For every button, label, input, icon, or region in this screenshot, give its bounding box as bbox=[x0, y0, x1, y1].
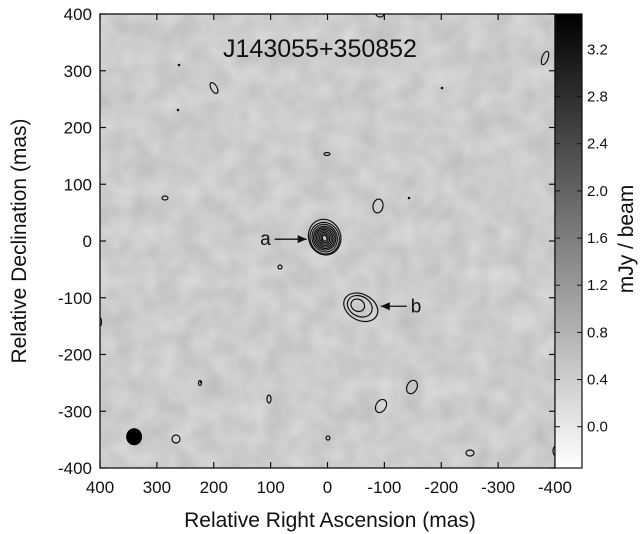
arrow-b-head bbox=[380, 302, 390, 311]
y-tick-label: -200 bbox=[58, 346, 92, 365]
beam-layer bbox=[126, 428, 143, 446]
colorbar-tick-label: 2.4 bbox=[587, 136, 608, 153]
contour-a-2 bbox=[311, 223, 338, 253]
y-tick-label: 300 bbox=[64, 62, 92, 81]
colorbar-tick-label: 1.6 bbox=[587, 230, 608, 247]
noise-contour-11 bbox=[465, 449, 475, 457]
noise-dot-1 bbox=[176, 108, 180, 112]
x-tick-label: 100 bbox=[256, 478, 284, 497]
x-tick-label: -300 bbox=[481, 478, 515, 497]
noise-contour-0 bbox=[375, 14, 385, 18]
restoring-beam bbox=[126, 428, 143, 446]
contour-a-9 bbox=[321, 234, 328, 242]
contour-a-1 bbox=[309, 221, 340, 255]
plot-title: J143055+350852 bbox=[223, 35, 417, 63]
x-tick-labels: 400 300 200 100 0 -100 -200 -300 -400 bbox=[86, 478, 572, 497]
x-tick-label: -100 bbox=[367, 478, 401, 497]
noise-contour-5 bbox=[161, 195, 169, 201]
noise-contour-12 bbox=[552, 445, 555, 457]
colorbar-tick-label: 2.8 bbox=[587, 89, 608, 106]
colorbar-tick-label: 1.2 bbox=[587, 277, 608, 294]
x-tick-label: -200 bbox=[424, 478, 458, 497]
y-axis-title: Relative Declination (mas) bbox=[8, 118, 31, 363]
noise-dot-4 bbox=[199, 380, 203, 384]
arrow-a-head bbox=[297, 235, 307, 244]
colorbar-tick-label: 0.4 bbox=[587, 372, 608, 389]
noise-dot-2 bbox=[440, 86, 444, 90]
component-annotations: ab bbox=[260, 229, 421, 317]
colorbar-tick-label: 0.8 bbox=[587, 324, 608, 341]
x-tick-label: 200 bbox=[200, 478, 228, 497]
contour-a-0 bbox=[307, 218, 342, 256]
y-tick-label: 0 bbox=[83, 232, 92, 251]
y-tick-label: -100 bbox=[58, 289, 92, 308]
noise-contour-8 bbox=[374, 398, 388, 414]
y-tick-label: -300 bbox=[58, 402, 92, 421]
x-tick-label: 400 bbox=[86, 478, 114, 497]
contour-a-3 bbox=[312, 225, 337, 251]
noise-contour-1 bbox=[540, 50, 550, 66]
noise-contour-7 bbox=[405, 379, 419, 395]
y-tick-label: 100 bbox=[64, 175, 92, 194]
colorbar-tick-label: 3.2 bbox=[587, 41, 608, 58]
component-label-b: b bbox=[411, 296, 422, 317]
y-tick-labels: 400 300 200 100 0 -100 -200 -300 -400 bbox=[58, 5, 92, 478]
noise-contour-6 bbox=[277, 264, 283, 270]
contour-b-0 bbox=[343, 292, 379, 323]
x-tick-label: 300 bbox=[143, 478, 171, 497]
y-tick-label: 400 bbox=[64, 5, 92, 24]
contour-a-7 bbox=[318, 231, 331, 245]
noise-contour-2 bbox=[209, 81, 219, 95]
colorbar: 3.2 2.8 2.4 2.0 1.6 1.2 0.8 0.4 0.0 bbox=[554, 13, 608, 469]
noise-contour-15 bbox=[100, 317, 103, 327]
y-tick-label: -400 bbox=[58, 459, 92, 478]
noise-contour-14 bbox=[325, 435, 331, 441]
noise-contour-9 bbox=[266, 394, 272, 404]
noise-contour-10 bbox=[171, 434, 181, 444]
contour-a-4 bbox=[314, 227, 335, 250]
colorbar-gradient bbox=[554, 13, 583, 469]
noise-dot-0 bbox=[177, 63, 181, 67]
contour-a-6 bbox=[317, 230, 332, 247]
x-tick-label: -400 bbox=[538, 478, 572, 497]
component-label-a: a bbox=[260, 229, 271, 250]
colorbar-tick-label: 0.0 bbox=[587, 419, 608, 436]
colorbar-title: mJy / beam bbox=[615, 185, 638, 294]
contour-layer bbox=[100, 14, 555, 457]
x-tick-label: 0 bbox=[323, 478, 332, 497]
noise-contour-4 bbox=[323, 151, 331, 157]
y-tick-label: 200 bbox=[64, 119, 92, 138]
colorbar-tick-label: 2.0 bbox=[587, 183, 608, 200]
noise-dot-3 bbox=[407, 196, 411, 200]
contour-b-1 bbox=[346, 294, 373, 318]
contour-a-8 bbox=[320, 233, 329, 244]
noise-contour-3 bbox=[372, 198, 384, 214]
contour-a-5 bbox=[315, 228, 334, 248]
x-axis-title: Relative Right Ascension (mas) bbox=[184, 509, 476, 532]
contour-b-2 bbox=[350, 298, 366, 313]
